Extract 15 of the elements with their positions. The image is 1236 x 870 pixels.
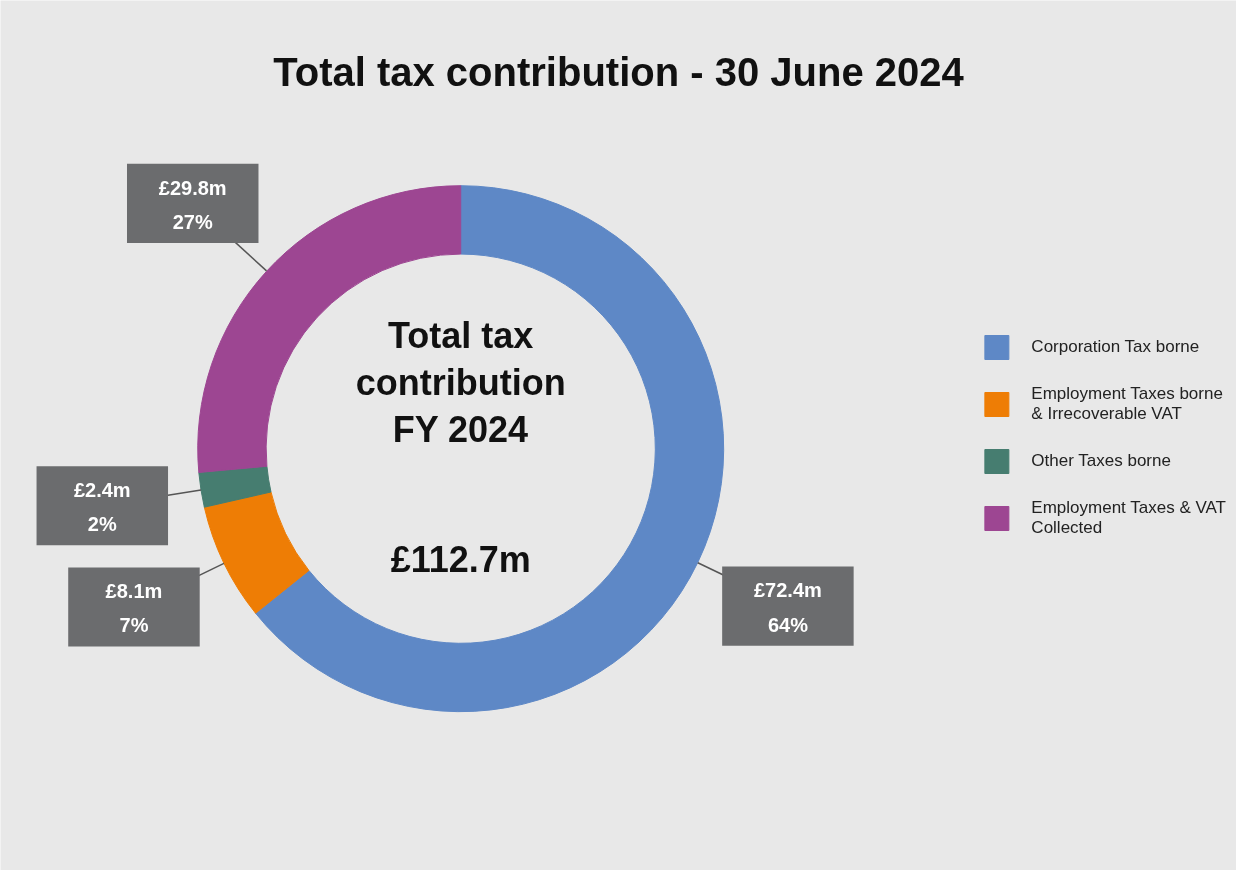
data-label: £29.8m	[158, 176, 227, 199]
legend-label: Other Taxes borne	[1031, 451, 1171, 471]
text: £112.7m	[390, 538, 531, 580]
legend-label: Employment Taxes borne & Irrecoverable VAT	[1031, 384, 1223, 424]
text: Total tax contribution FY 2024	[355, 315, 566, 451]
data-label: £72.4m	[753, 579, 822, 602]
data-label: £2.4m	[73, 478, 131, 501]
legend-label: Employment Taxes & VAT Collected	[1031, 498, 1226, 538]
data-label: £8.1m	[105, 580, 163, 603]
text: 7%	[119, 614, 149, 637]
text: 27%	[172, 210, 213, 233]
chart-title: Total tax contribution - 30 June 2024	[273, 49, 965, 94]
legend-label: Corporation Tax borne	[1031, 337, 1200, 357]
text: 64%	[767, 613, 809, 636]
text: 2%	[87, 513, 117, 536]
